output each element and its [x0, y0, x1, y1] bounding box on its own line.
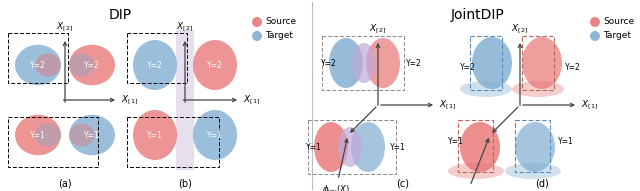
Text: Y=2: Y=2: [84, 61, 100, 70]
Text: $\phi_{\mathrm{inv}}(X)$: $\phi_{\mathrm{inv}}(X)$: [322, 183, 350, 191]
Ellipse shape: [329, 38, 363, 88]
Bar: [308, 120, 396, 174]
Ellipse shape: [69, 53, 95, 77]
Text: Y=2: Y=2: [207, 61, 223, 70]
Text: Y=1: Y=1: [558, 138, 573, 146]
Text: Target: Target: [265, 32, 293, 40]
Ellipse shape: [338, 127, 362, 167]
Bar: [322, 36, 404, 90]
Ellipse shape: [69, 124, 95, 146]
Ellipse shape: [590, 17, 600, 27]
Ellipse shape: [133, 110, 177, 160]
Ellipse shape: [252, 31, 262, 41]
Bar: [127, 33, 187, 83]
Ellipse shape: [590, 31, 600, 41]
Text: Source: Source: [603, 18, 634, 27]
Ellipse shape: [352, 43, 376, 83]
Text: Y=1: Y=1: [207, 130, 223, 139]
Text: Y=2: Y=2: [30, 61, 46, 70]
Text: Y=1: Y=1: [448, 138, 464, 146]
Ellipse shape: [460, 122, 500, 172]
Text: $X_{[2]}$: $X_{[2]}$: [511, 23, 529, 36]
Ellipse shape: [15, 115, 61, 155]
Text: Y=1: Y=1: [147, 130, 163, 139]
Text: (d): (d): [535, 179, 549, 189]
Text: Target: Target: [603, 32, 631, 40]
Ellipse shape: [448, 163, 504, 179]
Ellipse shape: [351, 122, 385, 172]
Bar: [8, 33, 68, 83]
Text: $X_{[2]}$: $X_{[2]}$: [369, 23, 387, 36]
Text: $X_{[2]}$: $X_{[2]}$: [56, 21, 74, 34]
Text: Y=1: Y=1: [30, 130, 46, 139]
Ellipse shape: [505, 163, 561, 179]
Text: JointDIP: JointDIP: [451, 8, 505, 22]
Ellipse shape: [69, 45, 115, 85]
Bar: [522, 36, 554, 90]
Text: $X_{[1]}$: $X_{[1]}$: [121, 93, 138, 107]
Bar: [8, 117, 98, 167]
Text: Y=1: Y=1: [390, 142, 406, 151]
Text: $\phi_{\mathrm{inv}}(X)$: $\phi_{\mathrm{inv}}(X)$: [454, 189, 482, 191]
Ellipse shape: [252, 17, 262, 27]
Text: Y=2: Y=2: [321, 58, 337, 67]
Ellipse shape: [512, 81, 564, 97]
Ellipse shape: [69, 115, 115, 155]
Bar: [515, 120, 550, 172]
Text: Y=2: Y=2: [460, 63, 476, 73]
Text: (c): (c): [397, 179, 410, 189]
Ellipse shape: [193, 40, 237, 90]
Ellipse shape: [35, 124, 61, 146]
Ellipse shape: [515, 122, 555, 172]
Text: Y=2: Y=2: [406, 58, 422, 67]
Ellipse shape: [460, 81, 512, 97]
Ellipse shape: [472, 37, 512, 89]
Text: (a): (a): [58, 179, 72, 189]
Ellipse shape: [35, 53, 61, 77]
Text: Y=1: Y=1: [306, 142, 322, 151]
Text: Source: Source: [265, 18, 296, 27]
Bar: [458, 120, 493, 172]
Bar: [127, 117, 219, 167]
Ellipse shape: [193, 110, 237, 160]
Text: (b): (b): [178, 179, 192, 189]
Text: DIP: DIP: [108, 8, 132, 22]
Text: $X_{[1]}$: $X_{[1]}$: [581, 98, 598, 112]
Text: Y=2: Y=2: [147, 61, 163, 70]
Ellipse shape: [133, 40, 177, 90]
Ellipse shape: [314, 122, 348, 172]
Text: $X_{[1]}$: $X_{[1]}$: [439, 98, 456, 112]
Ellipse shape: [366, 38, 400, 88]
Bar: [470, 36, 502, 90]
Bar: [176, 30, 194, 170]
Text: $X_{[2]}$: $X_{[2]}$: [177, 21, 193, 34]
Text: $X_{[1]}$: $X_{[1]}$: [243, 93, 260, 107]
Text: Y=1: Y=1: [84, 130, 100, 139]
Text: Y=2: Y=2: [565, 63, 580, 73]
Ellipse shape: [522, 37, 562, 89]
Ellipse shape: [15, 45, 61, 85]
